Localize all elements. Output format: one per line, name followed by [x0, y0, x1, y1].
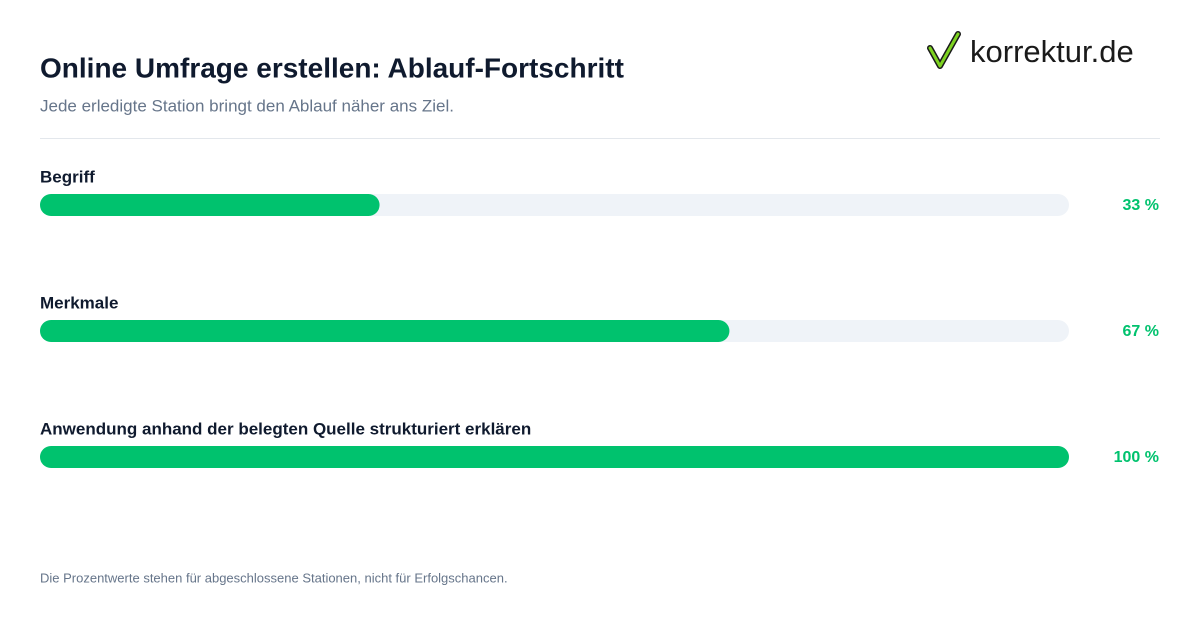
- category-label: Anwendung anhand der belegten Quelle str…: [40, 419, 531, 438]
- value-label: 33 %: [1123, 197, 1159, 214]
- bar: [40, 194, 380, 216]
- bar: [40, 446, 1069, 468]
- footer-note: Die Prozentwerte stehen für abgeschlosse…: [40, 570, 508, 585]
- category-label: Merkmale: [40, 293, 118, 312]
- value-label: 100 %: [1114, 449, 1159, 466]
- brand-logo: korrektur.de: [970, 34, 1134, 69]
- bar: [40, 320, 730, 342]
- logo-check: [928, 32, 960, 68]
- value-label: 67 %: [1123, 323, 1159, 340]
- category-label: Begriff: [40, 167, 95, 186]
- chart-title: Online Umfrage erstellen: Ablauf-Fortsch…: [40, 52, 624, 83]
- chart-subtitle: Jede erledigte Station bringt den Ablauf…: [40, 96, 454, 115]
